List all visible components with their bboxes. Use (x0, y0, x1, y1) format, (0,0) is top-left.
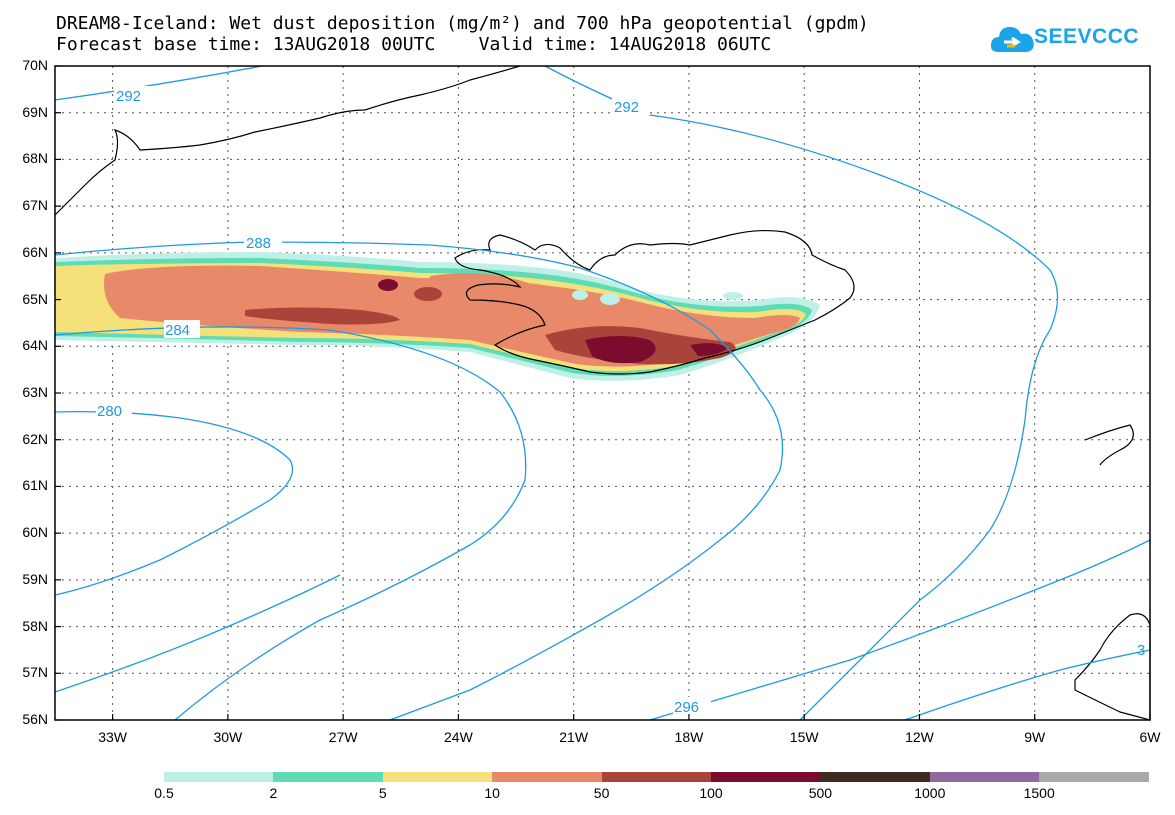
longitude-label: 9W (1024, 729, 1046, 745)
deposition-level-100 (690, 343, 728, 356)
longitude-label: 6W (1139, 729, 1161, 745)
deposition-level-0-5 (572, 290, 588, 300)
contour-label: 292 (614, 99, 639, 116)
longitude-label: 12W (905, 729, 934, 745)
graticule (55, 66, 1150, 720)
contour-288 (54, 241, 784, 721)
contour-label: 292 (116, 88, 141, 105)
colorbar-segment (273, 772, 383, 782)
colorbar-segment (164, 772, 274, 782)
colorbar-segment (711, 772, 821, 782)
deposition-level-0-5 (600, 293, 620, 305)
contour-label: 296 (674, 699, 699, 716)
colorbar-segment (929, 772, 1040, 782)
contour-284 (54, 326, 527, 721)
contour-296 (649, 539, 1151, 721)
colorbar-segment (492, 772, 602, 782)
contour-label: 284 (165, 322, 190, 339)
deposition-level-100 (585, 336, 656, 364)
cloud-icon (990, 27, 1034, 52)
seevccc-logo: SEEVCCC (990, 22, 1140, 56)
logo-text: SEEVCCC (1034, 25, 1140, 48)
colorbar-label: 1500 (1023, 785, 1055, 801)
longitude-label: 30W (213, 729, 243, 745)
latitude-label: 57N (22, 664, 48, 681)
latitude-label: 68N (22, 150, 48, 167)
coastlines (54, 65, 1151, 721)
contour-280-lower (54, 574, 341, 693)
deposition-level-100 (378, 279, 398, 291)
contour-label: 280 (97, 403, 122, 420)
latitude-label: 58N (22, 617, 48, 634)
contour-292-west (54, 65, 263, 101)
colorbar-label: 100 (699, 785, 723, 801)
map-title: DREAM8-Iceland: Wet dust deposition (mg/… (56, 13, 869, 34)
latitude-label: 60N (22, 524, 48, 541)
contour-292-east (544, 65, 1059, 721)
colorbar-label: 0.5 (154, 785, 174, 801)
deposition-level-0-5 (723, 292, 743, 300)
latitude-label: 59N (22, 570, 48, 587)
latitude-label: 66N (22, 243, 48, 260)
latitude-label: 70N (22, 57, 48, 73)
contour-280 (54, 410, 294, 596)
latitude-label: 64N (22, 337, 48, 354)
colorbar-segment (1039, 772, 1149, 782)
colorbar-label: 2 (269, 785, 278, 801)
longitude-label: 24W (444, 729, 473, 745)
colorbar-label: 50 (593, 785, 610, 801)
contour-label: 288 (246, 235, 271, 252)
geopotential-contours (54, 65, 1151, 721)
contour-label: 3 (1137, 642, 1145, 659)
latitude-label: 61N (22, 477, 48, 494)
latitude-label: 63N (22, 384, 48, 400)
latitude-label: 67N (22, 197, 48, 214)
faroe-coastline (1084, 424, 1134, 466)
colorbar-segment (601, 772, 711, 782)
colorbar-label: 500 (808, 785, 833, 801)
longitude-label: 33W (98, 729, 128, 745)
latitude-label: 62N (22, 430, 48, 447)
dust-deposition-field (55, 252, 820, 381)
deposition-level-50 (414, 287, 442, 301)
scotland-coastline (1074, 613, 1151, 721)
contour-300 (904, 649, 1151, 721)
latitude-label: 69N (22, 103, 48, 120)
longitude-label: 18W (674, 729, 704, 745)
colorbar-segment (820, 772, 930, 782)
deposition-level-50 (245, 307, 400, 325)
longitude-label: 21W (559, 729, 589, 745)
tick-marks (55, 65, 1151, 721)
longitude-label: 27W (328, 729, 358, 745)
iceland-coastline (454, 229, 855, 375)
contour-labels: 292 292 288 284 280 296 3 (96, 86, 1145, 716)
colorbar-label: 5 (378, 785, 387, 801)
colorbar-label: 1000 (914, 785, 946, 801)
latitude-label: 56N (22, 711, 48, 727)
colorbar-segment (382, 772, 493, 782)
longitude-label: 15W (789, 729, 819, 745)
latitude-label: 65N (22, 290, 48, 307)
greenland-coastline (54, 65, 521, 216)
colorbar-label: 10 (484, 785, 500, 801)
map-subtitle: Forecast base time: 13AUG2018 00UTC Vali… (56, 34, 772, 55)
